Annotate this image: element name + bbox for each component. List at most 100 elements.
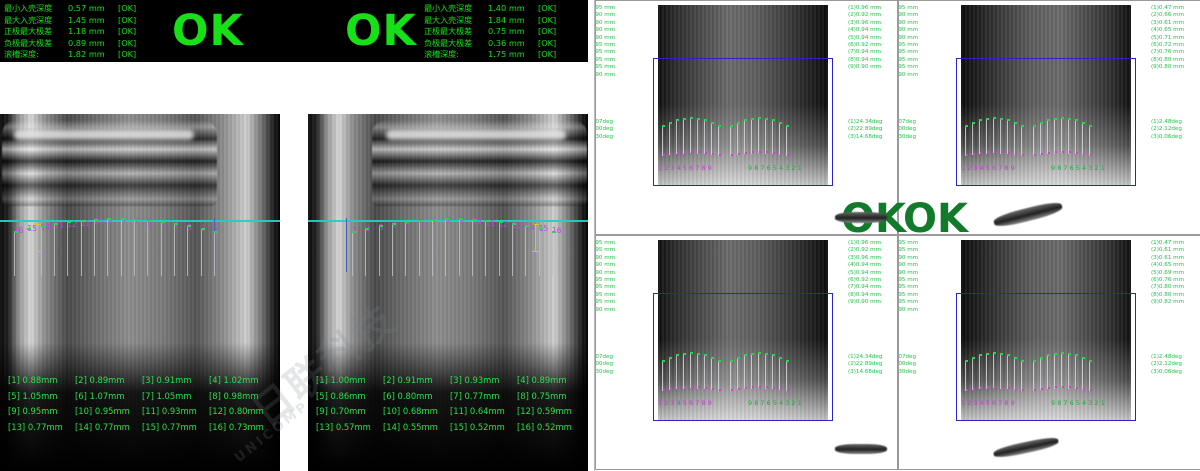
angle-label-right: (2)2.12deg [1151,126,1182,133]
pin-marker [1007,151,1010,154]
contour-dash [538,228,543,231]
cap-highlight [14,130,194,140]
depth-label-right: (1)0.96 mm [848,240,882,246]
angle-label-left: 1.00deg [898,126,916,133]
pin-marker [972,387,975,390]
measurement-cell: [8] 0.98mm [209,390,259,401]
pin-marker [1047,386,1050,389]
depth-label-right: (3)0.61 mm [1151,254,1185,261]
contour-dot [737,356,740,359]
tick-numbers-right: 9 8 7 6 5 4 3 2 1 [748,164,802,172]
measurement-cell: [12] 0.59mm [517,406,572,416]
pin-marker [1040,152,1043,155]
measurement-pin [432,220,433,276]
roi-rectangle [956,58,1136,186]
measurement-pin [54,225,55,276]
result-status-badge: [OK] [118,3,137,13]
measurement-pin [14,233,15,276]
measurement-cell: [2] 0.89mm [75,375,125,385]
measurement-pin [120,220,122,276]
tick-label: 11 [485,218,495,228]
measurement-pin [779,123,780,156]
contour-dash [352,231,356,233]
pin-marker [779,152,782,155]
contour-dot [690,352,693,354]
cell-image-right[interactable]: 12345678910111213141516 [1] 1.00mm[2] 0.… [308,114,588,471]
result-status-badge: [OK] [538,37,557,48]
measurement-pin [1075,121,1076,155]
cell-image-left[interactable]: 16151413121110987654321 [1] 0.88mm[2] 0.… [0,114,280,471]
pin-marker [662,389,665,392]
depth-label-right: (1)0.47 mm [1151,240,1185,246]
measurement-pin [676,356,677,390]
contour-dot [1000,352,1003,355]
contour-dash [107,218,112,221]
tick-label: 6 [147,218,153,228]
pin-marker [1047,151,1050,154]
contour-dot [751,352,754,355]
result-value: 0.36 mm [488,37,525,48]
measurement-pin [485,221,487,276]
contour-dot [986,352,989,355]
contour-dot [1075,119,1078,122]
pin-marker [758,385,761,388]
contour-dash [40,225,45,228]
measurement-pin [1040,358,1041,391]
depth-label-left: 1.90 mm [595,269,616,276]
quad-bottom-left[interactable]: 1.95 mm1.95 mm1.90 mm1.90 mm1.90 mm1.95 … [595,235,898,470]
depth-label-left: 1.95 mm [595,277,616,283]
measurement-pin [993,354,994,389]
pin-marker [1061,150,1064,153]
contour-dash [512,223,516,226]
measurement-cell: [11] 0.64mm [450,406,505,416]
measurement-pin [683,354,684,389]
battery-can-xray [961,240,1131,420]
pin-marker [786,154,789,157]
pin-marker [1061,385,1064,388]
contour-dot [1033,359,1036,362]
quad-bottom-right[interactable]: 1.95 mm1.95 mm1.90 mm1.90 mm1.90 mm1.95 … [898,235,1200,470]
contour-dot [1089,359,1092,362]
pin-marker [730,389,733,392]
pin-marker [730,154,733,157]
measurement-cell: [2] 0.91mm [383,375,433,385]
result-label: 最大入壳深度 [4,14,52,25]
pin-marker [986,385,989,388]
quad-verdict-right: OK [903,196,968,242]
measurement-pin [737,123,738,156]
measurement-pin [352,233,353,276]
measurement-pin [979,356,980,390]
tick-label: 7 [432,217,437,227]
measurement-cell: [7] 0.77mm [450,390,500,401]
overall-verdict-b: OK [345,6,417,56]
angle-label-left: 1.07deg [898,119,916,125]
measurement-row: [1] 0.88mm [2] 0.89mm [3] 0.91mm [4] 1.02mm [8,373,276,389]
depth-label-left: 1.95 mm [898,42,919,48]
tick-label: 15 [538,224,549,234]
depth-label-left: 1.90 mm [898,27,919,34]
measurement-cell: [16] 0.52mm [517,421,572,432]
quad-top-left[interactable]: 1.95 mm1.90 mm1.90 mm1.90 mm1.90 mm1.95 … [595,0,898,235]
pin-marker [662,154,665,157]
quad-top-right[interactable]: 1.95 mm1.90 mm1.90 mm1.90 mm1.90 mm1.95 … [898,0,1200,235]
result-status-badge: [OK] [538,49,557,60]
measurement-row: [5] 0.86mm [6] 0.80mm [7] 0.77mm [8] 0.75mm [316,389,584,405]
measurement-pin [972,123,973,156]
left-inspection-pane: 最小入壳深度 0.57 mm [OK] 最大入壳深度 1.45 mm [OK] 正极最大极差… [0,0,588,471]
contour-dot [772,119,775,122]
depth-label-right: (4)0.94 mm [848,27,882,34]
depth-label-left: 1.90 mm [595,19,616,26]
measurement-pin [965,361,966,392]
measurement-pin [418,221,420,276]
measurement-pin [1040,123,1041,156]
measurement-pin [1000,119,1001,154]
depth-label-left: 1.90 mm [898,34,919,41]
contour-dot [1082,121,1085,124]
pin-marker [683,150,686,153]
measurement-pin [683,119,684,154]
measurement-pin [67,223,69,276]
measurement-cell: [15] 0.52mm [450,421,505,432]
contour-dot [662,124,665,127]
measurement-pin [744,356,745,390]
contour-dot [786,124,789,127]
